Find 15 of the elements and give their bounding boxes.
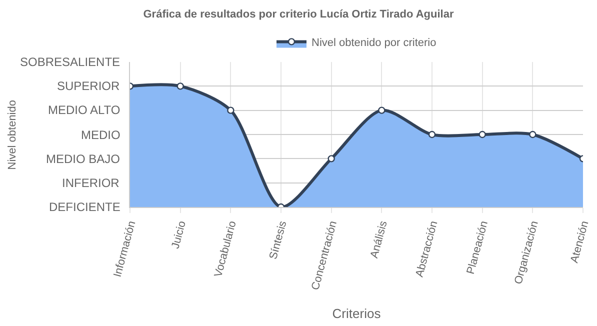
chart-title: Gráfica de resultados por criterio Lucía Ortiz Tirado Aguilar xyxy=(143,8,454,20)
x-tick-label: Síntesis xyxy=(267,219,290,261)
text: INFERIOR xyxy=(62,176,120,190)
x-tick-label: Análisis xyxy=(368,219,390,260)
text: Nivel obtenido xyxy=(6,100,19,170)
text: DEFICIENTE xyxy=(49,200,120,214)
text: SOBRESALIENTE xyxy=(20,55,120,69)
legend-label: Nivel obtenido por criterio xyxy=(312,36,436,49)
text: MEDIO xyxy=(81,128,120,142)
text: SUPERIOR xyxy=(57,79,120,93)
x-axis-title: Criterios xyxy=(332,306,382,322)
x-tick-label: Atención xyxy=(568,220,592,264)
x-tick-label: Juicio xyxy=(170,220,189,250)
text: MEDIO ALTO xyxy=(48,103,120,117)
text: MEDIO BAJO xyxy=(46,152,120,166)
